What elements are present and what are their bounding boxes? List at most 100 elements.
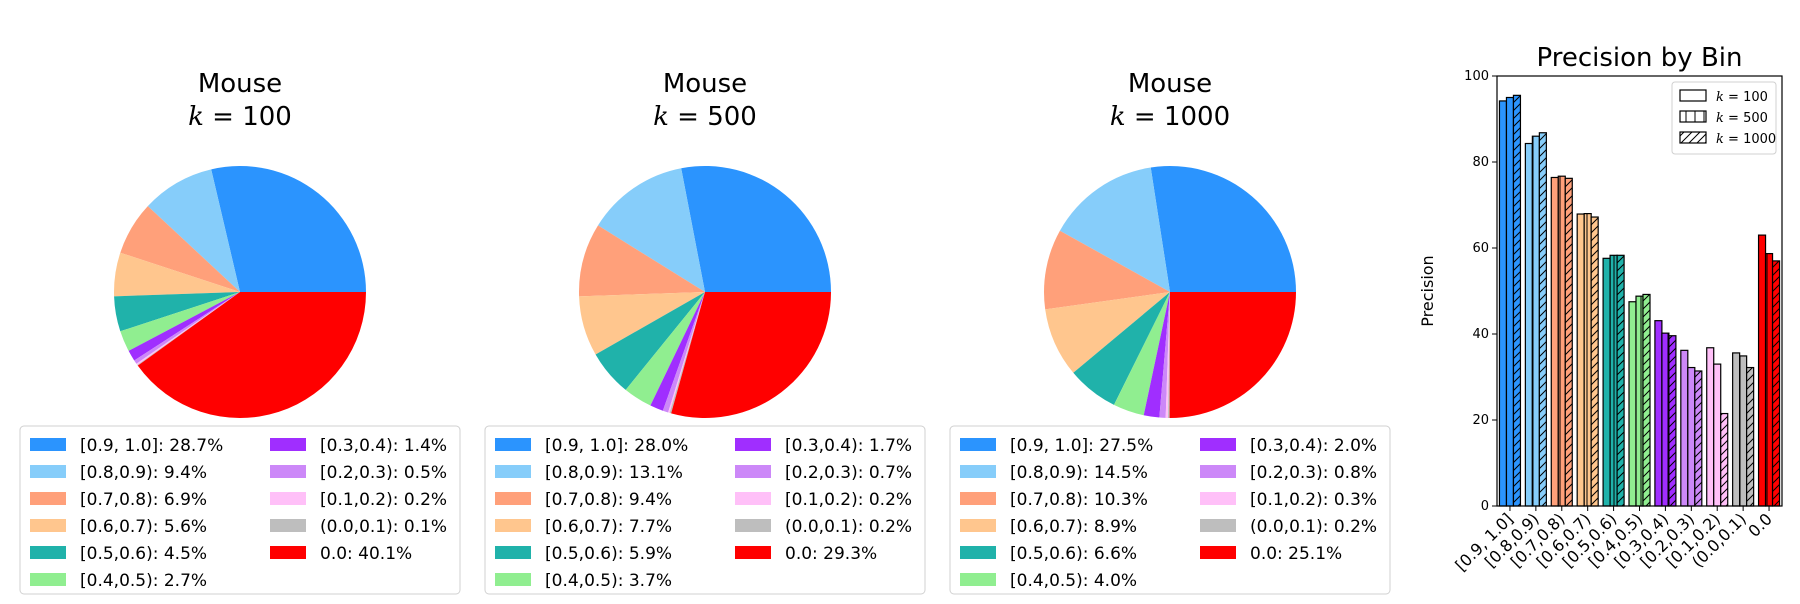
bar-hatch xyxy=(1772,260,1780,506)
bar xyxy=(1576,213,1585,507)
bar-hatch xyxy=(1765,253,1773,506)
legend-label: [0.2,0.3): 0.7% xyxy=(785,463,912,483)
pie-slice xyxy=(1073,292,1170,405)
legend-label: [0.9, 1.0]: 28.7% xyxy=(80,436,223,456)
pie-slice xyxy=(114,252,240,297)
pie-slice xyxy=(579,225,705,297)
legend-swatch xyxy=(735,465,771,478)
legend-swatch xyxy=(30,438,66,451)
legend-label: [0.6,0.7): 8.9% xyxy=(1010,517,1137,537)
legend-label: (0.0,0.1): 0.1% xyxy=(320,517,447,537)
pie-slice xyxy=(668,292,705,413)
legend-label: [0.2,0.3): 0.8% xyxy=(1250,463,1377,483)
legend-swatch xyxy=(30,519,66,532)
pie-slice xyxy=(1059,167,1170,292)
pie-legend: [0.9, 1.0]: 28.7% [0.8,0.9): 9.4% [0.7,0.8… xyxy=(19,425,461,595)
chart-subtitle: k = 500 xyxy=(653,102,757,132)
legend-label: [0.5,0.6): 4.5% xyxy=(80,544,207,564)
bar-hatch xyxy=(1636,296,1643,506)
chart-title: Mouse xyxy=(663,69,747,99)
pie-slice xyxy=(1169,292,1296,418)
legend-label: [0.4,0.5): 2.7% xyxy=(80,571,207,591)
bar-hatch xyxy=(1610,255,1618,506)
pie-slice xyxy=(137,292,366,419)
legend-label: [0.5,0.6): 6.6% xyxy=(1010,544,1137,564)
legend-label: [0.4,0.5): 4.0% xyxy=(1010,571,1137,591)
legend-swatch xyxy=(30,492,66,505)
pie-slice xyxy=(211,166,366,292)
pie-slice xyxy=(669,292,705,414)
y-tick-label: 20 xyxy=(1472,413,1489,428)
pie-slice xyxy=(625,292,705,406)
y-tick-label: 40 xyxy=(1472,327,1489,342)
legend-variable: k xyxy=(1716,111,1724,126)
legend-label: k = 100 xyxy=(1716,90,1768,105)
bar xyxy=(1680,349,1689,507)
chart-title: Mouse xyxy=(1128,69,1212,99)
legend-swatch xyxy=(30,573,66,586)
chart-title: Precision by Bin xyxy=(1537,43,1743,73)
legend-variable: k xyxy=(1716,132,1724,147)
subtitle-value: 100 xyxy=(242,102,292,132)
pie-slice xyxy=(147,169,240,292)
pie-slice xyxy=(1043,230,1170,310)
bar-hatch xyxy=(1558,176,1566,506)
pie-slice xyxy=(134,292,240,364)
legend-swatch xyxy=(495,465,531,478)
legend-label: k = 1000 xyxy=(1716,132,1776,147)
pie-slice xyxy=(650,292,705,411)
pie-slice xyxy=(1165,292,1170,418)
bar-hatch xyxy=(1661,333,1669,506)
legend-label: [0.7,0.8): 10.3% xyxy=(1010,490,1148,510)
legend-label: 0.0: 29.3% xyxy=(785,544,877,564)
legend-swatch xyxy=(270,438,306,451)
pie-slice xyxy=(579,292,705,355)
y-tick-label: 100 xyxy=(1464,69,1489,84)
legend-swatch xyxy=(270,465,306,478)
legend-equals: = xyxy=(1724,132,1743,147)
legend-swatch xyxy=(30,546,66,559)
legend-label: [0.4,0.5): 3.7% xyxy=(545,571,672,591)
bar xyxy=(1498,100,1508,507)
bar-hatch xyxy=(1584,213,1592,506)
pie-slice xyxy=(1159,292,1170,418)
legend-swatch xyxy=(495,492,531,505)
legend-swatch xyxy=(960,573,996,586)
legend-swatch xyxy=(1200,465,1236,478)
bar xyxy=(1524,142,1533,507)
legend-equals: = xyxy=(1724,111,1743,126)
legend-label: [0.1,0.2): 0.2% xyxy=(320,490,447,510)
subtitle-variable: k xyxy=(1110,102,1126,132)
bar-hatch xyxy=(1565,178,1573,506)
legend-swatch xyxy=(1679,89,1707,102)
bar-hatch xyxy=(1739,355,1747,506)
legend-swatch xyxy=(495,546,531,559)
bar-legend: k = 100 k = 500 k = 1000 xyxy=(1671,81,1777,155)
legend-label: k = 500 xyxy=(1716,111,1768,126)
subtitle-equals: = xyxy=(1126,102,1164,132)
bar xyxy=(1757,234,1767,507)
pie-slice xyxy=(595,292,705,390)
legend-swatch xyxy=(495,438,531,451)
legend-label: (0.0,0.1): 0.2% xyxy=(785,517,912,537)
bar xyxy=(1550,176,1559,507)
subtitle-equals: = xyxy=(669,102,707,132)
bar-hatch xyxy=(1643,294,1650,506)
legend-label: 0.0: 25.1% xyxy=(1250,544,1342,564)
bar-hatch xyxy=(1713,364,1721,506)
bar-hatch xyxy=(1532,136,1540,506)
bar xyxy=(1628,301,1637,507)
legend-label: [0.1,0.2): 0.2% xyxy=(785,490,912,510)
legend-variable: k xyxy=(1716,90,1724,105)
legend-swatch xyxy=(735,546,771,559)
bar-hatch xyxy=(1506,97,1514,506)
legend-swatch xyxy=(960,546,996,559)
legend-swatch xyxy=(960,519,996,532)
legend-label: [0.6,0.7): 7.7% xyxy=(545,517,672,537)
chart-subtitle: k = 1000 xyxy=(1110,102,1230,132)
legend-label: [0.3,0.4): 2.0% xyxy=(1250,436,1377,456)
y-tick-label: 60 xyxy=(1472,241,1489,256)
legend-label: [0.8,0.9): 13.1% xyxy=(545,463,683,483)
bar xyxy=(1732,352,1741,507)
